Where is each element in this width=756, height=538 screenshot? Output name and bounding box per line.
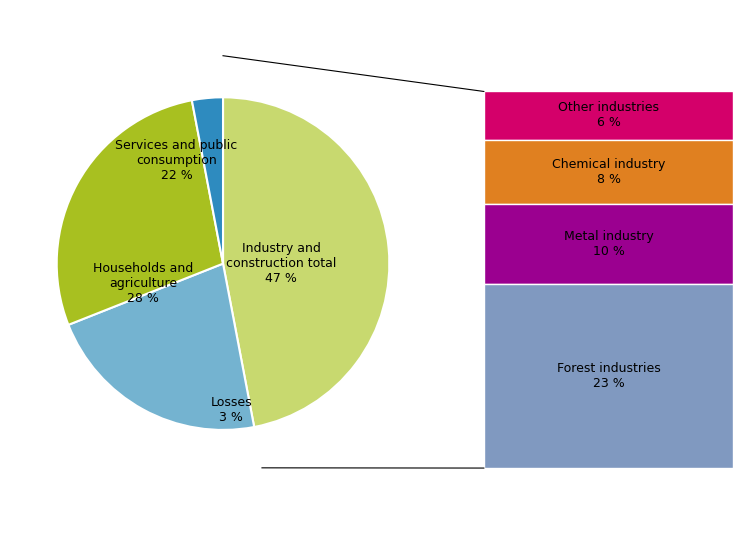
Text: Households and
agriculture
28 %: Households and agriculture 28 % <box>93 262 194 305</box>
Text: Metal industry
10 %: Metal industry 10 % <box>564 230 653 258</box>
Wedge shape <box>57 100 223 325</box>
Text: Losses
3 %: Losses 3 % <box>210 396 253 424</box>
Text: Services and public
consumption
22 %: Services and public consumption 22 % <box>116 139 237 182</box>
Wedge shape <box>68 264 254 430</box>
Bar <box>484 91 733 139</box>
Text: Industry and
construction total
47 %: Industry and construction total 47 % <box>226 242 336 285</box>
Text: Chemical industry
8 %: Chemical industry 8 % <box>552 158 665 186</box>
Wedge shape <box>192 97 223 264</box>
Wedge shape <box>223 97 389 427</box>
Bar <box>484 284 733 468</box>
Text: Forest industries
23 %: Forest industries 23 % <box>556 362 661 390</box>
Text: Other industries
6 %: Other industries 6 % <box>558 102 659 130</box>
Bar <box>484 139 733 204</box>
Bar <box>484 204 733 284</box>
